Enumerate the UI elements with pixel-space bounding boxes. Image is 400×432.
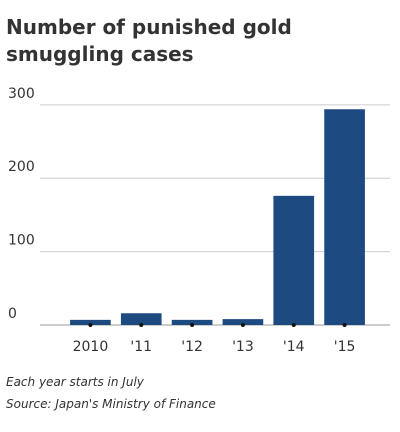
x-tick-label: '14 [283,339,305,355]
x-tick-label: '15 [334,339,356,355]
x-tick-dot [139,323,144,327]
chart-title: Number of punished gold smuggling cases [6,15,292,66]
x-tick-label: '12 [181,339,203,355]
bar [171,319,213,325]
y-tick-label: 200 [8,159,35,175]
x-tick-label: '13 [232,339,254,355]
bar [120,313,162,325]
note: Source: Japan's Ministry of Finance [6,397,216,411]
note: Each year starts in July [6,375,144,389]
bar [273,195,315,325]
bar [222,319,264,325]
x-tick-dot [88,323,93,327]
y-tick-label: 0 [8,306,17,322]
x-tick-label: '11 [130,339,152,355]
x-tick-dot [342,323,347,327]
x-tick-dot [240,323,245,327]
x-tick-dot [190,323,195,327]
bar [70,319,111,325]
x-tick-dot [291,323,296,327]
x-tick-label: 2010 [73,339,109,355]
y-tick-label: 300 [8,86,35,102]
bar [324,109,365,325]
y-tick-label: 100 [8,233,35,249]
